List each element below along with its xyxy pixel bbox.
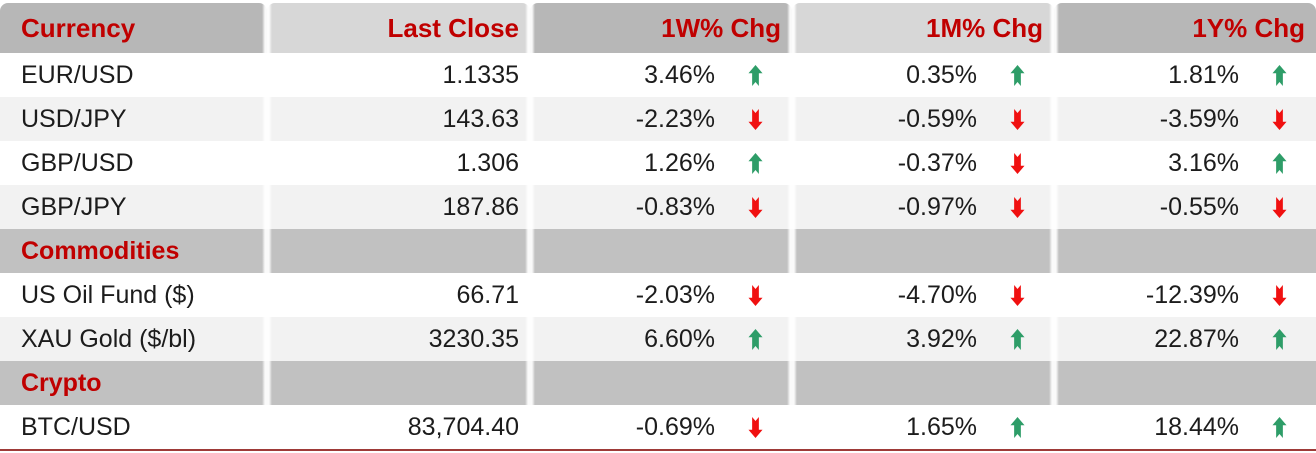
table-row: US Oil Fund ($) 66.71 -2.03% -4.70% -12.… — [0, 273, 1316, 317]
arrow-up-icon — [1272, 416, 1287, 438]
chg-1y-cell: 22.87% — [1054, 317, 1316, 361]
chg-1w-cell: -2.03% — [530, 273, 792, 317]
arrow-down-icon — [1010, 108, 1025, 130]
instrument-name: GBP/USD — [0, 141, 267, 185]
chg-1m-cell: -0.97% — [792, 185, 1054, 229]
column-header-last-close: Last Close — [267, 3, 530, 53]
column-header-currency: Currency — [0, 3, 267, 53]
arrow-up-icon — [748, 64, 763, 86]
chg-1m-cell: 3.92% — [792, 317, 1054, 361]
arrow-down-icon — [748, 284, 763, 306]
arrow-down-icon — [748, 108, 763, 130]
chg-1m-value: 1.65% — [906, 412, 977, 441]
table-row: GBP/JPY 187.86 -0.83% -0.97% -0.55% — [0, 185, 1316, 229]
chg-1w-cell: 1.26% — [530, 141, 792, 185]
last-close-value: 3230.35 — [267, 317, 530, 361]
chg-1y-value: -12.39% — [1145, 280, 1239, 309]
chg-1y-cell: -12.39% — [1054, 273, 1316, 317]
arrow-up-icon — [748, 152, 763, 174]
table-row: BTC/USD 83,704.40 -0.69% 1.65% 18.44% — [0, 405, 1316, 449]
chg-1w-cell: -0.69% — [530, 405, 792, 449]
chg-1w-value: 1.26% — [644, 148, 715, 177]
chg-1y-value: 1.81% — [1168, 60, 1239, 89]
chg-1m-value: -0.97% — [897, 192, 977, 221]
chg-1y-cell: 1.81% — [1054, 53, 1316, 97]
chg-1m-value: 3.92% — [906, 324, 977, 353]
arrow-up-icon — [1010, 64, 1025, 86]
chg-1y-value: 22.87% — [1154, 324, 1239, 353]
chg-1m-value: -0.59% — [897, 104, 977, 133]
section-header-row: Crypto — [0, 361, 1316, 405]
arrow-up-icon — [1010, 328, 1025, 350]
chg-1y-cell: 18.44% — [1054, 405, 1316, 449]
instrument-name: BTC/USD — [0, 405, 267, 449]
instrument-name: XAU Gold ($/bl) — [0, 317, 267, 361]
table-row: GBP/USD 1.306 1.26% -0.37% 3.16% — [0, 141, 1316, 185]
arrow-down-icon — [1010, 284, 1025, 306]
chg-1w-value: 3.46% — [644, 60, 715, 89]
chg-1m-value: -4.70% — [897, 280, 977, 309]
arrow-up-icon — [1272, 328, 1287, 350]
table-row: EUR/USD 1.1335 3.46% 0.35% 1.81% — [0, 53, 1316, 97]
arrow-down-icon — [1272, 108, 1287, 130]
arrow-up-icon — [748, 328, 763, 350]
chg-1m-cell: 1.65% — [792, 405, 1054, 449]
section-header-row: Commodities — [0, 229, 1316, 273]
chg-1m-cell: -0.37% — [792, 141, 1054, 185]
column-header-1w-chg: 1W% Chg — [530, 3, 792, 53]
column-header-1m-chg: 1M% Chg — [792, 3, 1054, 53]
chg-1y-cell: -0.55% — [1054, 185, 1316, 229]
arrow-down-icon — [1010, 196, 1025, 218]
chg-1w-cell: -0.83% — [530, 185, 792, 229]
arrow-down-icon — [1010, 152, 1025, 174]
table-body: EUR/USD 1.1335 3.46% 0.35% 1.81% USD/JPY… — [0, 53, 1316, 449]
last-close-value: 66.71 — [267, 273, 530, 317]
instrument-name: US Oil Fund ($) — [0, 273, 267, 317]
chg-1w-cell: 3.46% — [530, 53, 792, 97]
arrow-down-icon — [748, 416, 763, 438]
chg-1w-value: -0.69% — [635, 412, 715, 441]
chg-1w-value: 6.60% — [644, 324, 715, 353]
arrow-up-icon — [1010, 416, 1025, 438]
chg-1y-value: 18.44% — [1154, 412, 1239, 441]
last-close-value: 1.1335 — [267, 53, 530, 97]
table-row: XAU Gold ($/bl) 3230.35 6.60% 3.92% 22.8… — [0, 317, 1316, 361]
arrow-down-icon — [1272, 284, 1287, 306]
chg-1y-value: 3.16% — [1168, 148, 1239, 177]
chg-1m-value: -0.37% — [897, 148, 977, 177]
chg-1w-cell: 6.60% — [530, 317, 792, 361]
instrument-name: GBP/JPY — [0, 185, 267, 229]
instrument-name: USD/JPY — [0, 97, 267, 141]
arrow-up-icon — [1272, 64, 1287, 86]
chg-1m-cell: 0.35% — [792, 53, 1054, 97]
column-header-1y-chg: 1Y% Chg — [1054, 3, 1316, 53]
instrument-name: EUR/USD — [0, 53, 267, 97]
last-close-value: 83,704.40 — [267, 405, 530, 449]
chg-1w-cell: -2.23% — [530, 97, 792, 141]
last-close-value: 143.63 — [267, 97, 530, 141]
table-row: USD/JPY 143.63 -2.23% -0.59% -3.59% — [0, 97, 1316, 141]
last-close-value: 187.86 — [267, 185, 530, 229]
section-title: Commodities — [0, 229, 267, 273]
chg-1y-value: -3.59% — [1159, 104, 1239, 133]
chg-1w-value: -2.03% — [635, 280, 715, 309]
chg-1m-value: 0.35% — [906, 60, 977, 89]
chg-1w-value: -0.83% — [635, 192, 715, 221]
chg-1w-value: -2.23% — [635, 104, 715, 133]
table-bottom-rule — [0, 449, 1316, 451]
chg-1y-cell: 3.16% — [1054, 141, 1316, 185]
section-title: Crypto — [0, 361, 267, 405]
chg-1y-cell: -3.59% — [1054, 97, 1316, 141]
chg-1y-value: -0.55% — [1159, 192, 1239, 221]
last-close-value: 1.306 — [267, 141, 530, 185]
chg-1m-cell: -0.59% — [792, 97, 1054, 141]
arrow-down-icon — [748, 196, 763, 218]
chg-1m-cell: -4.70% — [792, 273, 1054, 317]
arrow-down-icon — [1272, 196, 1287, 218]
table-header-row: Currency Last Close 1W% Chg 1M% Chg 1Y% … — [0, 3, 1316, 53]
arrow-up-icon — [1272, 152, 1287, 174]
